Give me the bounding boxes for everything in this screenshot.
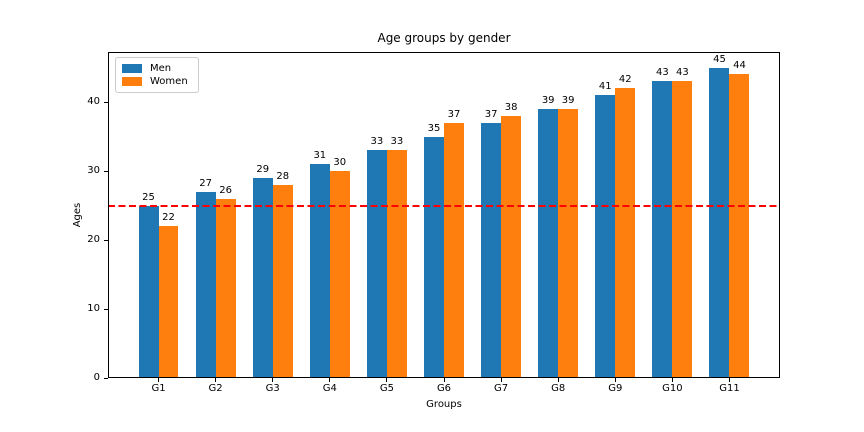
x-tick-mark: [500, 378, 502, 382]
y-tick-mark: [104, 101, 108, 103]
bar-women-G7: [501, 115, 522, 378]
x-tick-mark: [443, 378, 445, 382]
legend-swatch-icon: [122, 77, 142, 86]
x-tick-label: G4: [322, 383, 337, 394]
x-tick-mark: [671, 378, 673, 382]
y-tick-mark: [104, 170, 108, 172]
bar-men-G7: [481, 122, 502, 378]
y-tick-label: 40: [87, 96, 100, 108]
bar-value-label: 28: [276, 170, 290, 182]
x-tick-label: G9: [608, 383, 623, 394]
bar-value-label: 30: [333, 157, 347, 169]
x-tick-mark: [386, 378, 388, 382]
bar-men-G1: [138, 205, 159, 378]
bar-value-label: 31: [313, 150, 327, 162]
bar-value-label: 42: [618, 74, 632, 86]
bar-value-label: 33: [390, 136, 404, 148]
x-tick-label: G6: [436, 383, 452, 394]
bar-value-label: 27: [199, 177, 212, 189]
bar-men-G9: [595, 95, 616, 378]
bar-women-G6: [444, 122, 464, 378]
bar-value-label: 43: [675, 67, 689, 79]
bar-value-label: 45: [713, 53, 726, 65]
bar-value-label: 22: [162, 212, 175, 224]
bar-men-G3: [252, 177, 273, 378]
bar-women-G1: [158, 226, 179, 378]
bar-value-label: 29: [256, 163, 270, 175]
y-tick-label: 10: [87, 303, 100, 314]
legend: Men Women: [115, 57, 199, 93]
bar-men-G6: [424, 136, 444, 378]
bar-men-G10: [652, 81, 673, 378]
y-tick-mark: [104, 308, 108, 310]
bar-value-label: 35: [427, 122, 441, 134]
legend-entry-women: Women: [122, 75, 188, 88]
bar-women-G8: [558, 108, 579, 378]
y-tick-label: 0: [93, 372, 100, 383]
legend-swatch-icon: [122, 64, 142, 73]
bar-women-G11: [729, 74, 750, 378]
bar-value-label: 25: [142, 191, 155, 203]
bar-men-G4: [309, 164, 330, 378]
x-tick-mark: [557, 378, 559, 382]
x-tick-label: G3: [265, 383, 280, 394]
legend-label: Men: [150, 62, 172, 74]
bar-women-G9: [615, 88, 636, 378]
bar-women-G10: [672, 81, 693, 378]
y-tick-label: 20: [87, 234, 100, 245]
y-tick-mark: [104, 377, 108, 379]
x-tick-mark: [728, 378, 730, 382]
legend-label: Women: [150, 75, 188, 87]
bar-value-label: 26: [219, 184, 232, 196]
x-axis-label: Groups: [426, 399, 462, 410]
bar-women-G3: [272, 184, 293, 378]
legend-entry-men: Men: [122, 62, 188, 75]
bar-value-label: 43: [656, 67, 669, 79]
y-axis-label: Ages: [72, 202, 83, 228]
x-tick-mark: [614, 378, 616, 382]
x-tick-label: G11: [719, 383, 740, 394]
bar-men-G11: [709, 67, 730, 378]
x-tick-mark: [158, 378, 160, 382]
bar-women-G4: [329, 171, 350, 378]
x-tick-label: G10: [662, 383, 683, 394]
x-tick-label: G8: [551, 383, 566, 394]
y-tick-label: 30: [87, 165, 100, 177]
bar-value-label: 39: [561, 94, 575, 106]
x-tick-label: G1: [151, 383, 166, 394]
bar-men-G5: [366, 150, 387, 378]
reference-line: [108, 204, 780, 207]
bar-men-G8: [538, 108, 559, 378]
x-tick-label: G7: [494, 383, 509, 394]
bar-women-G5: [386, 150, 407, 378]
x-tick-mark: [329, 378, 331, 382]
bar-value-label: 33: [370, 136, 384, 148]
bar-value-label: 38: [504, 101, 518, 113]
x-tick-label: G2: [208, 383, 223, 394]
bar-men-G2: [195, 191, 216, 378]
bar-value-label: 39: [541, 94, 555, 106]
y-tick-mark: [104, 239, 108, 241]
x-tick-label: G5: [379, 383, 394, 394]
bar-value-label: 44: [733, 60, 746, 72]
x-tick-mark: [215, 378, 217, 382]
bar-value-label: 37: [484, 108, 498, 120]
x-tick-mark: [272, 378, 274, 382]
bar-women-G2: [215, 198, 236, 378]
bar-value-label: 37: [447, 108, 461, 120]
chart-title: Age groups by gender: [377, 31, 511, 45]
bar-value-label: 41: [598, 81, 612, 93]
